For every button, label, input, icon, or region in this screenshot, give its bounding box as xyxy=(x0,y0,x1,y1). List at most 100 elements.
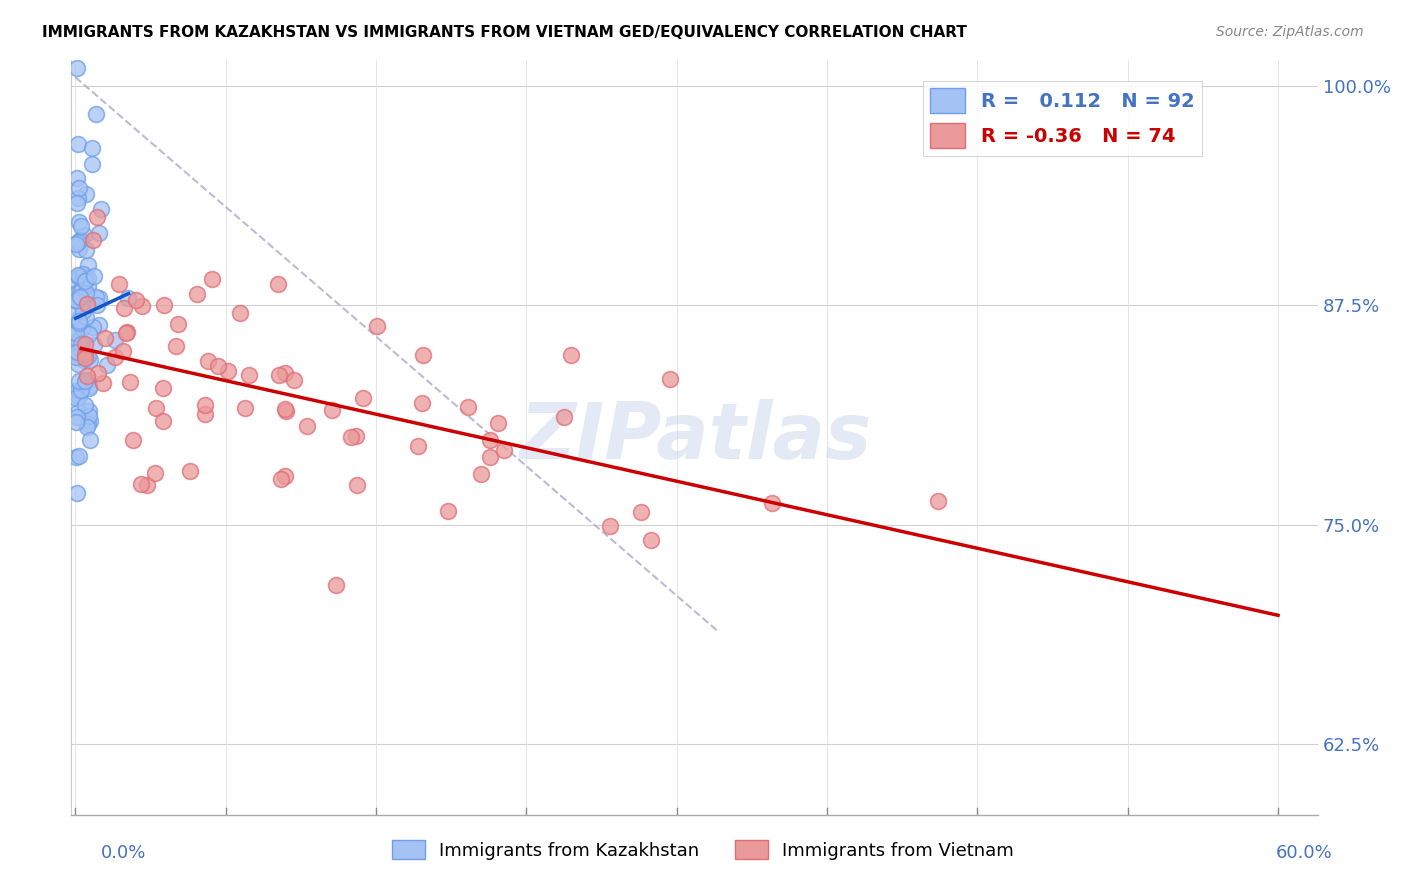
Point xyxy=(67,312,90,326)
Point xyxy=(77,349,100,363)
Point xyxy=(75,347,97,361)
Point xyxy=(66,410,89,425)
Point xyxy=(75,243,97,257)
Point xyxy=(79,404,101,418)
Point xyxy=(70,321,93,335)
Point xyxy=(69,284,91,298)
Point xyxy=(340,430,363,444)
Point xyxy=(76,417,98,431)
Point xyxy=(67,181,90,195)
Point xyxy=(273,366,295,380)
Point xyxy=(73,352,96,367)
Point xyxy=(66,285,89,300)
Point xyxy=(411,395,433,409)
Point xyxy=(80,141,103,155)
Point xyxy=(486,417,509,431)
Point xyxy=(79,353,101,368)
Point xyxy=(72,267,94,281)
Point xyxy=(76,269,98,284)
Point xyxy=(436,504,458,518)
Point xyxy=(67,214,90,228)
Point xyxy=(79,415,101,429)
Point xyxy=(79,433,101,447)
Point xyxy=(66,486,89,500)
Point xyxy=(143,466,166,480)
Text: 0.0%: 0.0% xyxy=(101,844,146,862)
Point xyxy=(122,433,145,447)
Point xyxy=(229,305,252,319)
Point xyxy=(238,368,260,383)
Legend: Immigrants from Kazakhstan, Immigrants from Vietnam: Immigrants from Kazakhstan, Immigrants f… xyxy=(385,832,1021,867)
Point xyxy=(267,277,290,291)
Point xyxy=(115,326,138,341)
Point xyxy=(67,314,90,328)
Legend: R =   0.112   N = 92, R = -0.36   N = 74: R = 0.112 N = 92, R = -0.36 N = 74 xyxy=(922,80,1202,156)
Point xyxy=(75,286,97,301)
Point xyxy=(87,366,110,380)
Point xyxy=(412,348,434,362)
Point xyxy=(344,428,367,442)
Point xyxy=(75,310,97,324)
Point xyxy=(66,191,89,205)
Point xyxy=(76,420,98,434)
Point xyxy=(104,333,127,347)
Point xyxy=(73,398,96,412)
Point xyxy=(640,533,662,548)
Point xyxy=(77,409,100,424)
Point xyxy=(120,376,142,390)
Point xyxy=(72,303,94,318)
Point xyxy=(65,387,87,401)
Point xyxy=(70,271,93,285)
Point xyxy=(112,301,135,315)
Point xyxy=(152,381,174,395)
Point xyxy=(77,379,100,393)
Point xyxy=(65,274,87,288)
Point xyxy=(233,401,256,416)
Point xyxy=(83,338,105,352)
Point xyxy=(67,405,90,419)
Point xyxy=(76,297,98,311)
Point xyxy=(65,293,87,308)
Point xyxy=(283,373,305,387)
Point xyxy=(65,450,87,464)
Point xyxy=(478,450,501,465)
Point xyxy=(77,271,100,285)
Point xyxy=(67,268,90,282)
Point xyxy=(274,401,297,416)
Point xyxy=(67,242,90,256)
Point xyxy=(108,277,131,291)
Point xyxy=(167,317,190,331)
Point xyxy=(352,392,374,406)
Point xyxy=(67,349,90,363)
Point xyxy=(112,344,135,359)
Point xyxy=(186,286,208,301)
Point xyxy=(67,316,90,330)
Point xyxy=(93,376,115,391)
Point xyxy=(194,398,217,412)
Point xyxy=(70,337,93,351)
Point xyxy=(761,496,783,510)
Point xyxy=(84,107,107,121)
Point xyxy=(72,282,94,296)
Point xyxy=(65,392,87,406)
Point xyxy=(207,359,229,373)
Point xyxy=(67,235,90,249)
Point xyxy=(104,351,127,365)
Point xyxy=(96,359,118,373)
Point xyxy=(630,505,652,519)
Point xyxy=(73,274,96,288)
Point xyxy=(131,299,153,313)
Point xyxy=(145,401,167,415)
Point xyxy=(295,419,318,434)
Point xyxy=(94,330,117,344)
Point xyxy=(599,519,621,533)
Point xyxy=(65,345,87,359)
Point xyxy=(67,357,90,371)
Point xyxy=(67,374,90,388)
Point xyxy=(115,326,138,340)
Text: IMMIGRANTS FROM KAZAKHSTAN VS IMMIGRANTS FROM VIETNAM GED/EQUIVALENCY CORRELATIO: IMMIGRANTS FROM KAZAKHSTAN VS IMMIGRANTS… xyxy=(42,25,967,40)
Point xyxy=(470,467,492,481)
Point xyxy=(65,237,87,252)
Point xyxy=(65,350,87,364)
Point xyxy=(152,414,174,428)
